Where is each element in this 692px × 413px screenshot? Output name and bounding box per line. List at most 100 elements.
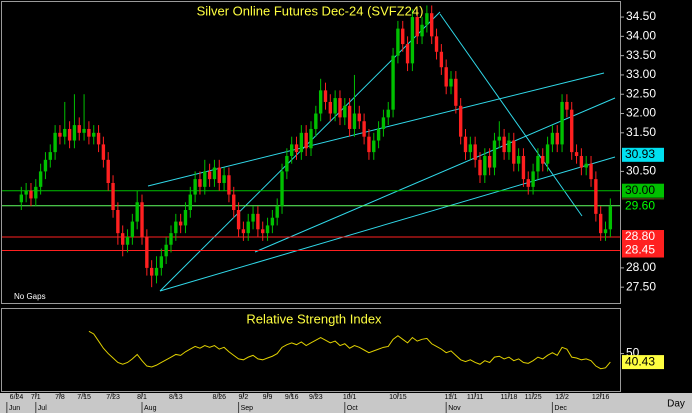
candle-body (521, 155, 526, 180)
candle-body (121, 233, 125, 245)
candle-body (101, 144, 106, 160)
x-tick-label: 8/1 (137, 394, 147, 401)
candle-body (77, 125, 81, 133)
x-tick-label: 8/13 (169, 394, 183, 401)
candle-body (318, 90, 323, 114)
candle-body (43, 159, 48, 172)
x-tick-label: 9/9 (263, 394, 273, 401)
candle-body (396, 28, 400, 56)
candle-body (58, 132, 62, 137)
month-label: Jun (9, 405, 20, 412)
x-tick-label: 10/15 (389, 394, 407, 401)
level-box (622, 199, 664, 214)
candle-body (178, 221, 183, 226)
y-tick-label: 33.50 (626, 48, 656, 62)
candle-body (140, 202, 144, 238)
candle-body (207, 171, 212, 180)
candle-body (130, 221, 135, 238)
month-label: Dec (554, 405, 567, 412)
candle-body (149, 267, 154, 276)
candle-body (347, 105, 352, 129)
x-tick-label: 11/18 (500, 394, 517, 401)
candle-body (502, 136, 506, 153)
month-label: Nov (448, 405, 461, 412)
level-label: 29.60 (625, 198, 655, 212)
x-tick-label: 9/2 (239, 394, 249, 401)
candle-body (603, 229, 608, 234)
candle-body (106, 159, 110, 183)
candle-body (463, 136, 468, 153)
candle-body (183, 209, 188, 226)
level-box (622, 230, 664, 245)
y-tick-label: 28.00 (626, 260, 656, 274)
candle-body (333, 98, 337, 114)
candle-body (434, 36, 439, 52)
candle-body (565, 101, 569, 110)
rsi-title: Relative Strength Index (246, 311, 382, 326)
candle-body (536, 155, 540, 172)
candle-body (367, 136, 371, 153)
x-tick-label: 7/15 (77, 394, 91, 401)
candle-body (309, 128, 313, 149)
chart-title: Silver Online Futures Dec-24 (SVFZ24) (197, 3, 424, 18)
candle-body (227, 175, 231, 195)
candle-body (550, 132, 555, 145)
candle-body (507, 140, 511, 153)
candle-body (294, 144, 299, 153)
candle-body (241, 229, 246, 234)
candle-body (598, 213, 603, 234)
candle-body (188, 194, 192, 210)
candle-body (92, 132, 96, 137)
level-box (622, 243, 664, 258)
candle-body (251, 213, 255, 222)
candle-body (217, 167, 221, 183)
candle-body (154, 267, 159, 276)
x-tick-label: 6/24 (10, 394, 24, 401)
trend-line (159, 156, 616, 292)
candle-body (256, 213, 260, 230)
candle-body (362, 121, 366, 137)
candle-body (439, 51, 444, 68)
candle-body (299, 132, 304, 153)
candle-body (487, 155, 492, 168)
month-label: Jul (38, 405, 47, 412)
candle-body (261, 229, 265, 234)
candle-body (174, 221, 178, 234)
candle-body (401, 28, 405, 45)
candle-body (343, 105, 347, 118)
candle-body (357, 113, 361, 122)
candle-body (594, 179, 598, 214)
date-strip (0, 393, 692, 413)
candle-body (72, 125, 77, 141)
candle-body (386, 109, 390, 118)
candle-body (376, 128, 381, 141)
candle-body (328, 101, 333, 114)
candle-body (415, 17, 419, 37)
candle-body (608, 206, 613, 230)
x-tick-label: 11/1 (444, 394, 457, 401)
candle-body (545, 144, 550, 164)
candle-body (193, 179, 197, 195)
candle-body (24, 190, 28, 195)
x-tick-label: 9/23 (309, 394, 323, 401)
level-box (622, 183, 664, 198)
candle-body (579, 155, 584, 168)
candle-body (275, 206, 279, 218)
candle-body (444, 67, 448, 87)
x-tick-label: 12/2 (555, 394, 569, 401)
month-label: Sep (241, 405, 254, 412)
y-tick-label: 32.50 (626, 86, 656, 100)
y-tick-label: 34.50 (626, 9, 656, 23)
candle-body (246, 221, 250, 234)
candle-body (468, 144, 473, 153)
candle-body (497, 136, 501, 141)
candle-body (34, 186, 38, 199)
level-label: 28.45 (625, 243, 655, 257)
y-tick-label: 32.00 (626, 106, 656, 120)
level-label: 30.00 (625, 183, 655, 197)
candle-body (164, 244, 168, 257)
candle-body (410, 17, 415, 64)
month-label: Aug (144, 405, 157, 412)
candle-body (381, 117, 386, 129)
